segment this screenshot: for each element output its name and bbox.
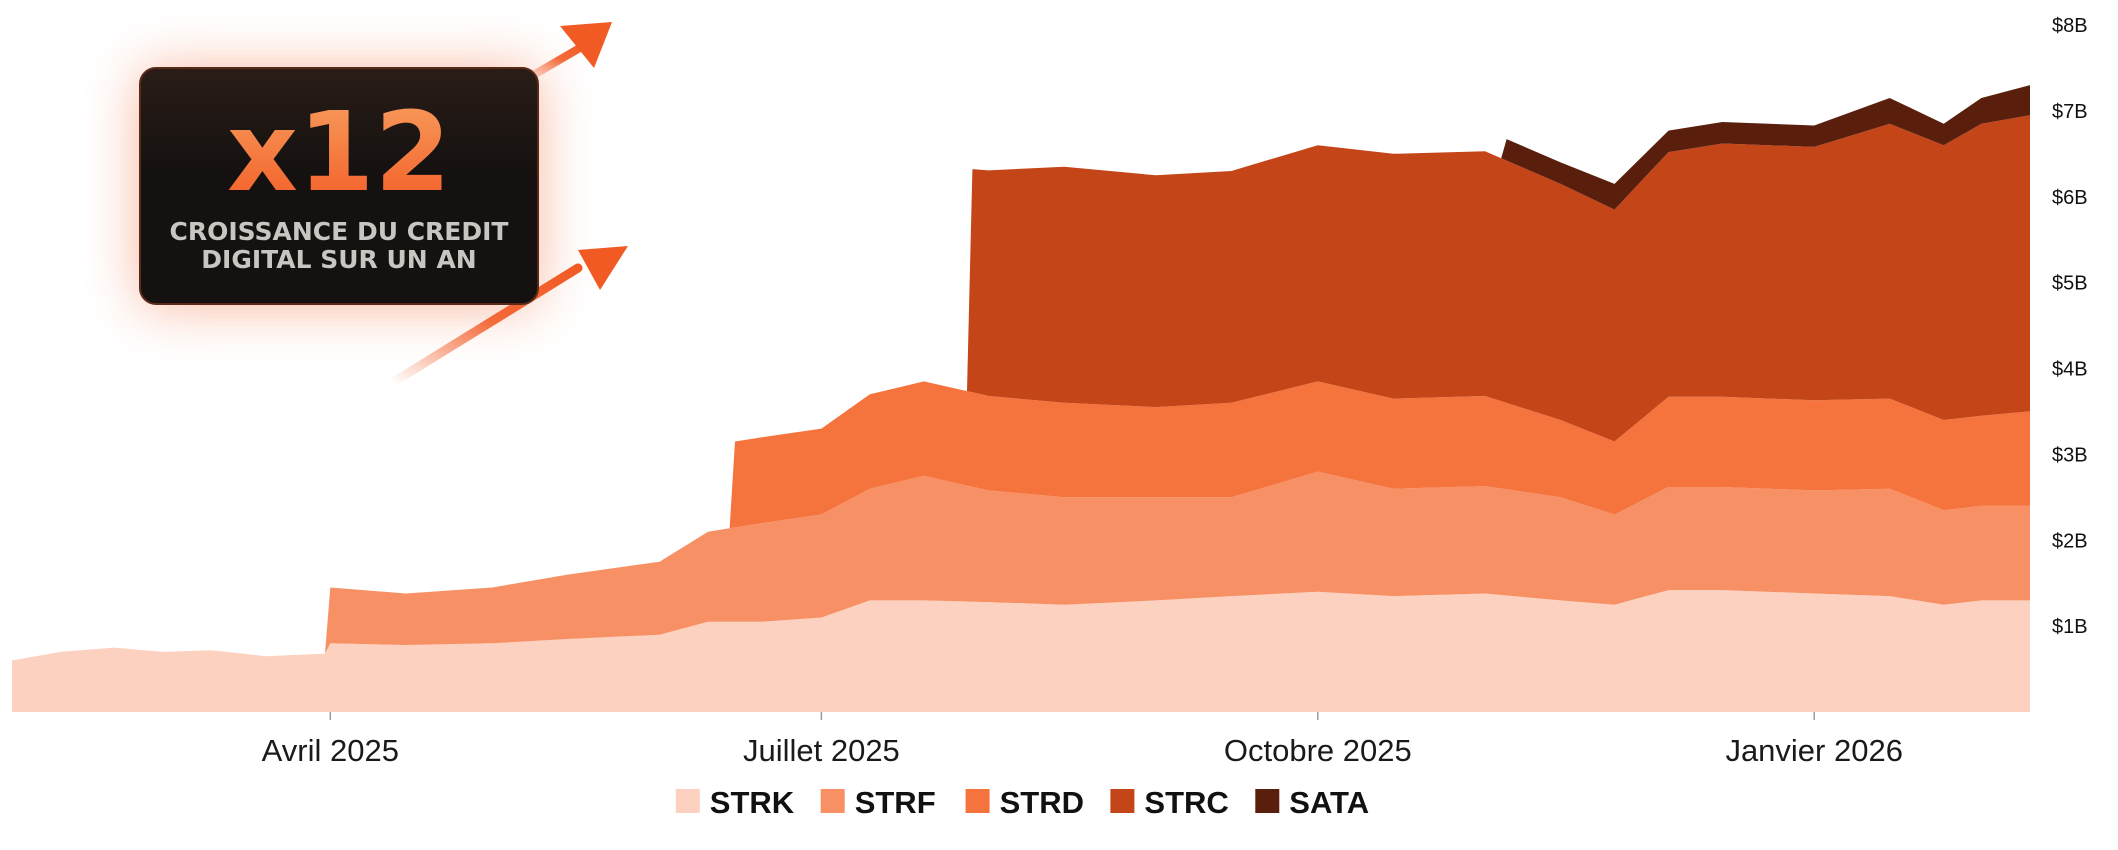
legend-label-strf: STRF bbox=[855, 785, 936, 820]
callout-box bbox=[139, 67, 539, 305]
area-strd bbox=[12, 381, 2030, 661]
callout-subtitle-line2: DIGITAL SUR UN AN bbox=[201, 245, 476, 274]
legend-swatch-sata bbox=[1255, 789, 1280, 813]
callout-multiplier: x12 bbox=[227, 88, 451, 216]
y-tick-label: $7B bbox=[2052, 101, 2088, 123]
legend-swatch-strf bbox=[820, 789, 845, 813]
legend-label-strk: STRK bbox=[710, 785, 795, 820]
y-tick-label: $8B bbox=[2052, 15, 2088, 37]
x-tick-label: Octobre 2025 bbox=[1224, 733, 1412, 768]
chart-areas bbox=[12, 85, 2030, 712]
callout-arrow-shaft-lower bbox=[387, 263, 583, 388]
y-axis: $1B $2B $3B $4B $5B $6B $7B $8B bbox=[2052, 15, 2088, 638]
y-tick-label: $5B bbox=[2052, 273, 2088, 295]
arrow-up-right-icon bbox=[560, 22, 612, 68]
x-tick-label: Avril 2025 bbox=[262, 733, 399, 768]
legend-swatch-strc bbox=[1110, 789, 1135, 813]
area-strk bbox=[12, 590, 2030, 712]
area-strc bbox=[12, 115, 2030, 661]
legend-swatch-strk bbox=[675, 789, 700, 813]
legend: STRK STRF STRD STRC SATA bbox=[675, 785, 1369, 820]
y-tick-label: $6B bbox=[2052, 187, 2088, 209]
legend-swatch-strd bbox=[965, 789, 990, 813]
area-strf bbox=[12, 471, 2030, 661]
arrow-up-right-icon bbox=[578, 246, 628, 290]
x-tick-label: Juillet 2025 bbox=[743, 733, 900, 768]
y-tick-label: $3B bbox=[2052, 444, 2088, 466]
y-tick-label: $2B bbox=[2052, 530, 2088, 552]
x-tick-label: Janvier 2026 bbox=[1725, 733, 1903, 768]
callout-subtitle-line1: CROISSANCE DU CREDIT bbox=[170, 217, 509, 246]
y-tick-label: $4B bbox=[2052, 359, 2088, 381]
legend-label-strd: STRD bbox=[1000, 785, 1084, 820]
x-axis: Avril 2025 Juillet 2025 Octobre 2025 Janvie… bbox=[262, 712, 1903, 768]
legend-label-sata: SATA bbox=[1289, 785, 1369, 820]
growth-callout: x12 CROISSANCE DU CREDIT DIGITAL SUR UN … bbox=[139, 22, 628, 388]
y-tick-label: $1B bbox=[2052, 616, 2088, 638]
legend-label-strc: STRC bbox=[1144, 785, 1228, 820]
